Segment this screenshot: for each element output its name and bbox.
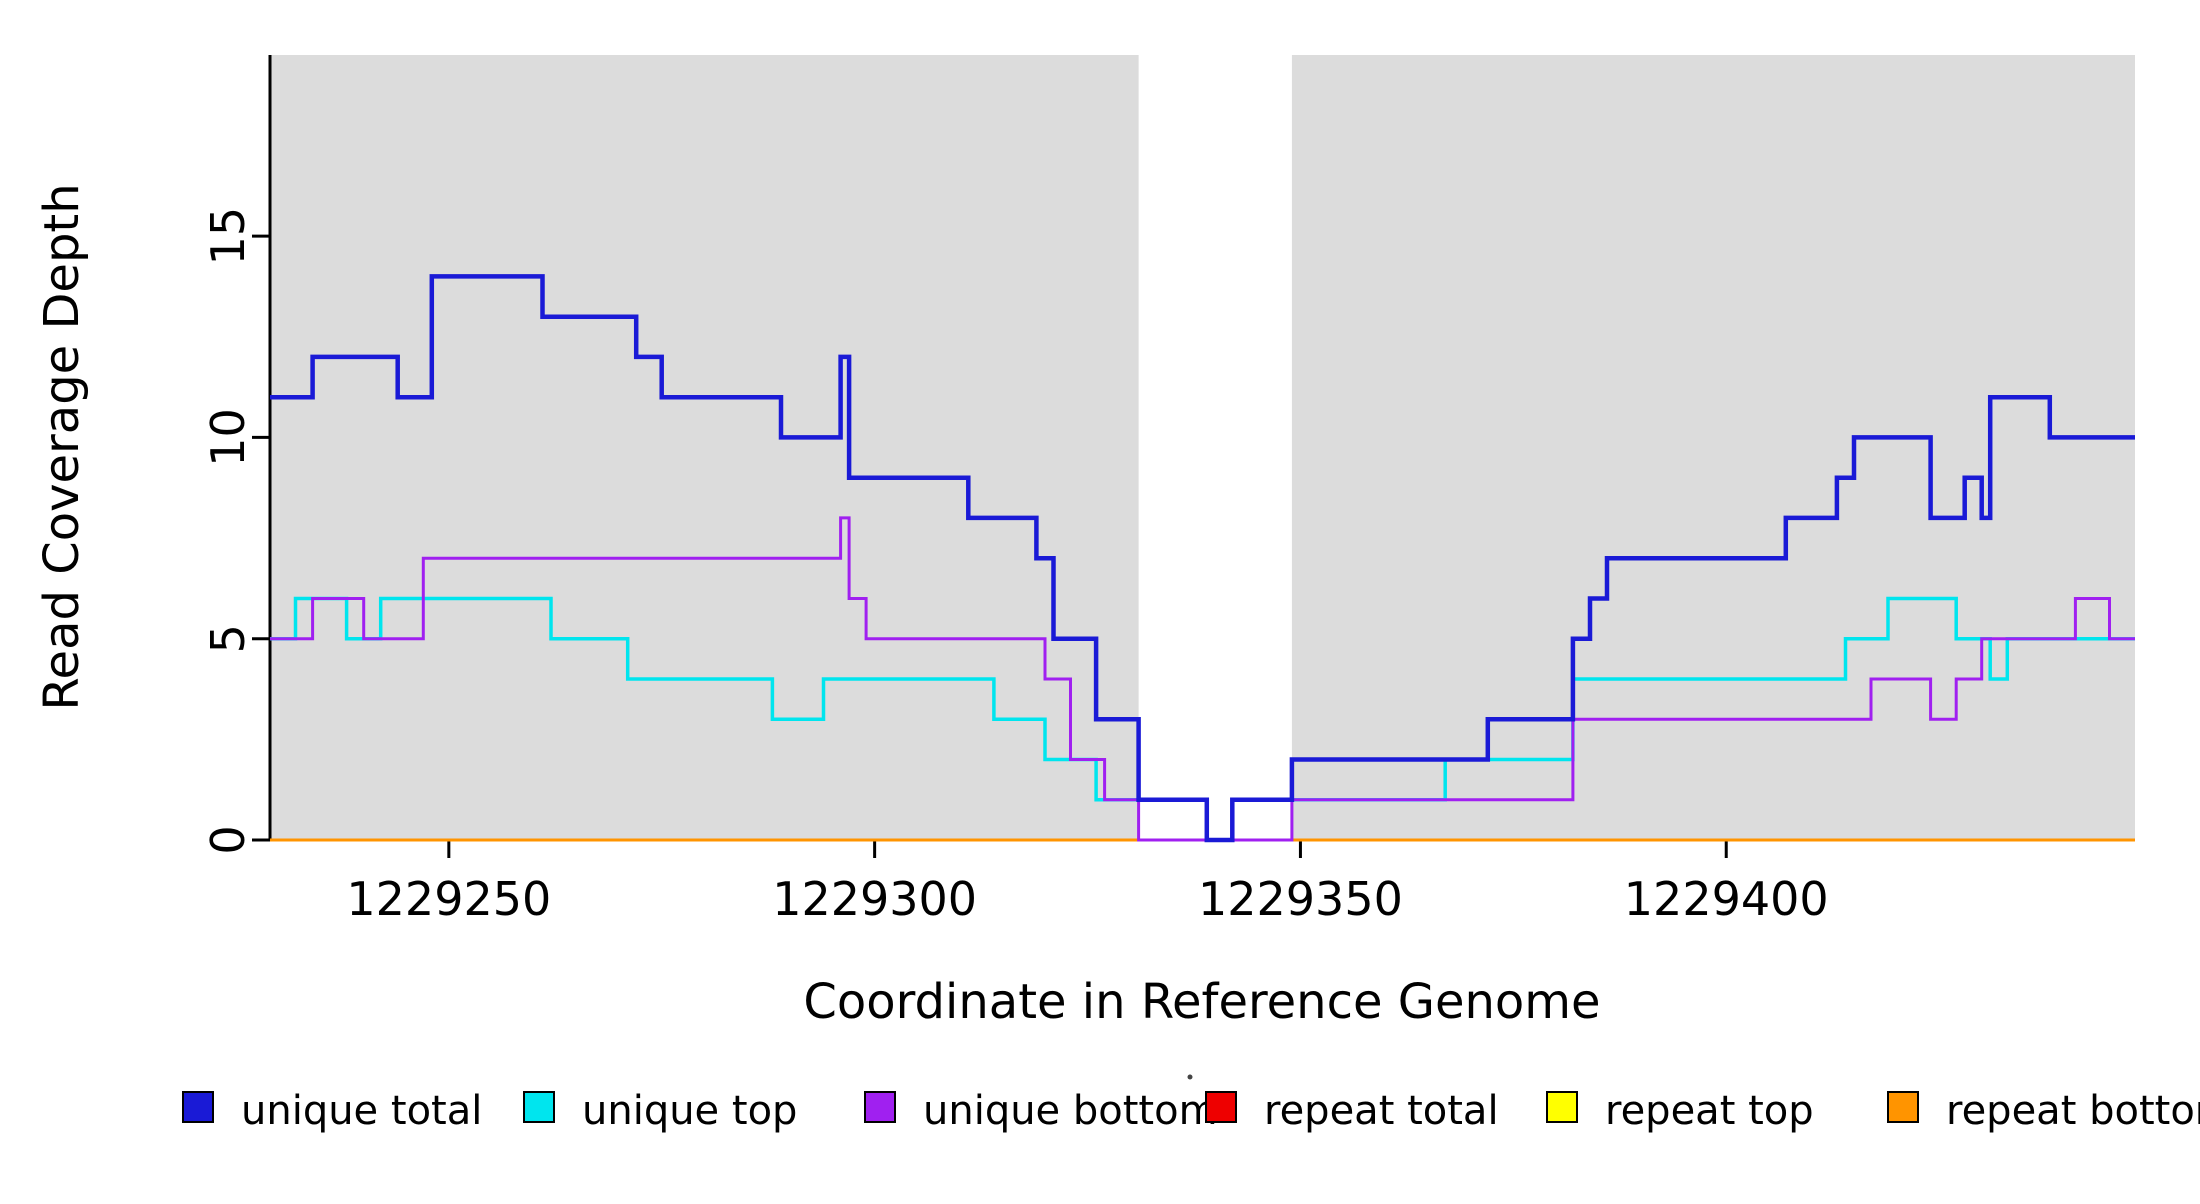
y-axis-label: Read Coverage Depth — [34, 183, 90, 710]
legend-item: unique bottom — [864, 1088, 1218, 1134]
legend-swatch — [523, 1091, 555, 1123]
legend-item: unique total — [182, 1088, 482, 1134]
x-tick-label: 1229350 — [1198, 872, 1403, 926]
shaded-region — [1291, 55, 2135, 840]
shaded-region — [270, 55, 1139, 840]
x-tick-label: 1229300 — [772, 872, 977, 926]
y-tick-label: 10 — [201, 408, 255, 467]
legend-swatch — [1205, 1091, 1237, 1123]
legend: unique total unique top unique bottom repea… — [182, 1088, 2200, 1134]
legend-swatch — [1887, 1091, 1919, 1123]
axes: 1229250 1229300 1229350 1229400 0 5 10 15 — [201, 55, 2135, 926]
legend-item-label: unique total — [241, 1088, 482, 1134]
legend-item-label: unique bottom — [923, 1088, 1218, 1134]
series-lines — [270, 274, 2135, 843]
legend-item-label: repeat top — [1605, 1088, 1814, 1134]
x-axis-label: Coordinate in Reference Genome — [803, 974, 1600, 1030]
legend-item: repeat bottom — [1887, 1088, 2200, 1134]
legend-item-label: unique top — [582, 1088, 797, 1134]
x-tick-label: 1229250 — [346, 872, 551, 926]
y-tick-label: 5 — [201, 624, 255, 653]
legend-swatch — [182, 1091, 214, 1123]
series-line-unique-top — [270, 596, 2135, 842]
y-tick-label: 15 — [201, 207, 255, 266]
series-line-unique-bottom — [270, 516, 2135, 842]
legend-swatch — [864, 1091, 896, 1123]
legend-item: repeat top — [1546, 1088, 1814, 1134]
stray-point-artifact — [1187, 1074, 1193, 1080]
x-tick-label: 1229400 — [1624, 872, 1829, 926]
legend-item-label: repeat bottom — [1946, 1088, 2200, 1134]
y-tick-label: 0 — [201, 825, 255, 854]
series-line-unique-total — [270, 274, 2135, 843]
legend-item-label: repeat total — [1264, 1088, 1499, 1134]
legend-swatch — [1546, 1091, 1578, 1123]
plot-background-regions — [270, 55, 2135, 840]
legend-item: repeat total — [1205, 1088, 1499, 1134]
legend-item: unique top — [523, 1088, 797, 1134]
